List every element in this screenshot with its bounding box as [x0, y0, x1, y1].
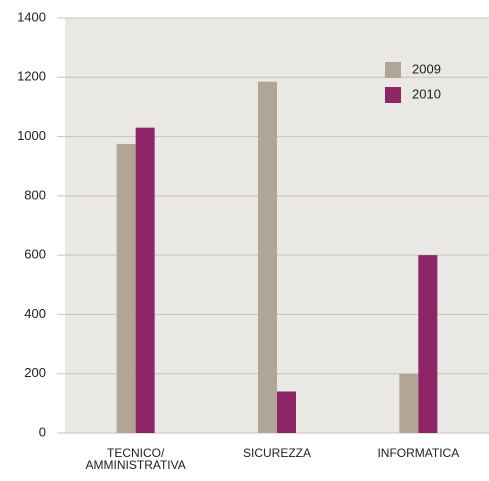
bar	[277, 391, 296, 433]
x-tick-label: TECNICO/ AMMINISTRATIVA	[85, 446, 186, 472]
legend-label: 2010	[412, 86, 441, 101]
bar	[116, 143, 136, 433]
y-tick-label: 1400	[17, 9, 46, 24]
y-tick-label: 400	[24, 306, 46, 321]
legend-label: 2009	[412, 61, 441, 76]
x-tick-label: INFORMATICA	[377, 446, 460, 460]
y-tick-label: 600	[24, 247, 46, 262]
x-tick-label: SICUREZZA	[242, 446, 311, 460]
bar	[258, 81, 277, 433]
y-tick-label: 800	[24, 187, 46, 202]
bar	[399, 373, 419, 433]
legend-swatch	[385, 62, 401, 78]
bar	[135, 127, 155, 433]
y-tick-label: 0	[39, 424, 46, 439]
y-tick-label: 1000	[17, 128, 46, 143]
legend-swatch	[385, 87, 401, 103]
y-tick-label: 1200	[17, 69, 46, 84]
bar	[418, 255, 438, 433]
y-tick-label: 200	[24, 365, 46, 380]
